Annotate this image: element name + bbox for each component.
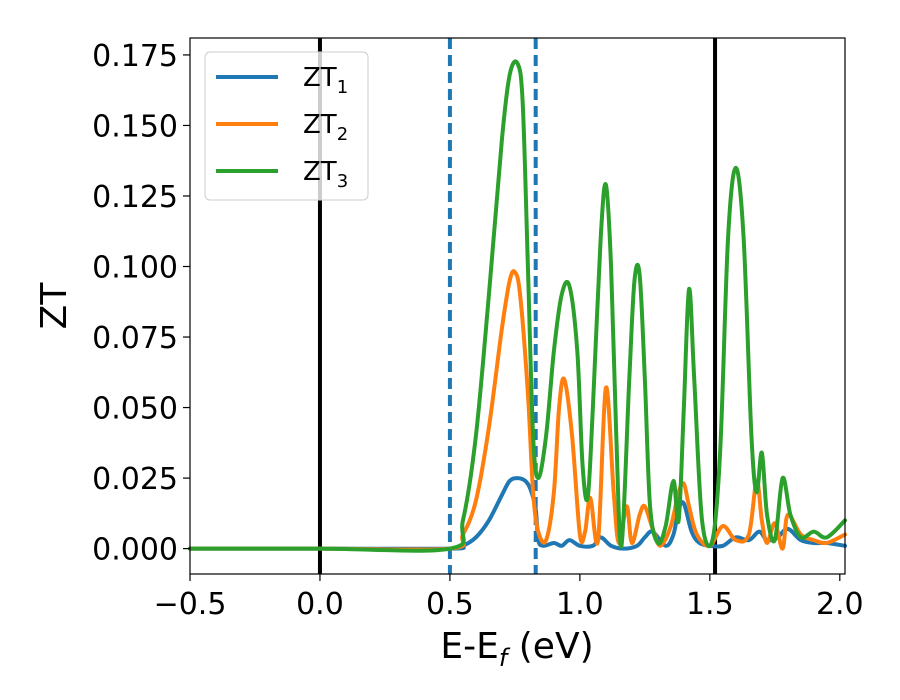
x-tick-label: −0.5 <box>154 587 227 622</box>
y-tick-label: 0.175 <box>92 39 178 74</box>
series-line-zt3 <box>188 59 847 553</box>
legend-label-zt2-main: ZT <box>303 110 337 140</box>
x-tick-label: 2.0 <box>816 587 864 622</box>
series-lines <box>188 59 847 553</box>
legend-entry-zt3: ZT3 <box>216 157 348 192</box>
x-axis-label: E-Ef (eV) <box>440 626 593 672</box>
legend-label-zt3: ZT3 <box>303 157 348 192</box>
y-tick-label: 0.025 <box>92 462 178 497</box>
y-tick-label: 0.000 <box>92 533 178 568</box>
y-tick-label: 0.150 <box>92 109 178 144</box>
x-axis-label-unit: (eV) <box>507 626 593 667</box>
y-tick-label: 0.100 <box>92 251 178 286</box>
x-tick-label: 0.5 <box>426 587 474 622</box>
legend: ZT1 ZT2 ZT3 <box>204 51 369 201</box>
x-tick-label: 1.0 <box>556 587 604 622</box>
x-axis-label-main: E-E <box>440 626 498 667</box>
y-tick-label: 0.075 <box>92 321 178 356</box>
x-axis-ticks: −0.5 0.0 0.5 1.0 1.5 2.0 <box>154 574 864 622</box>
x-tick-label: 1.5 <box>686 587 734 622</box>
legend-entry-zt1: ZT1 <box>216 63 348 98</box>
legend-label-zt1: ZT1 <box>303 63 348 98</box>
legend-label-zt1-main: ZT <box>303 63 337 93</box>
legend-label-zt1-sub: 1 <box>337 77 348 98</box>
legend-label-zt3-sub: 3 <box>337 171 348 192</box>
plot-frame <box>189 37 846 575</box>
y-tick-label: 0.050 <box>92 392 178 427</box>
y-axis-ticks: 0.000 0.025 0.050 0.075 0.100 0.125 0.150 0.175 <box>92 39 190 568</box>
y-tick-label: 0.125 <box>92 180 178 215</box>
series-line-zt1 <box>188 476 847 551</box>
legend-label-zt2-sub: 2 <box>337 124 348 145</box>
x-tick-label: 0.0 <box>296 587 344 622</box>
legend-label-zt3-main: ZT <box>303 157 337 187</box>
legend-entry-zt2: ZT2 <box>216 110 348 145</box>
y-axis-label: ZT <box>34 282 75 330</box>
legend-label-zt2: ZT2 <box>303 110 348 145</box>
legend-box <box>204 51 369 201</box>
